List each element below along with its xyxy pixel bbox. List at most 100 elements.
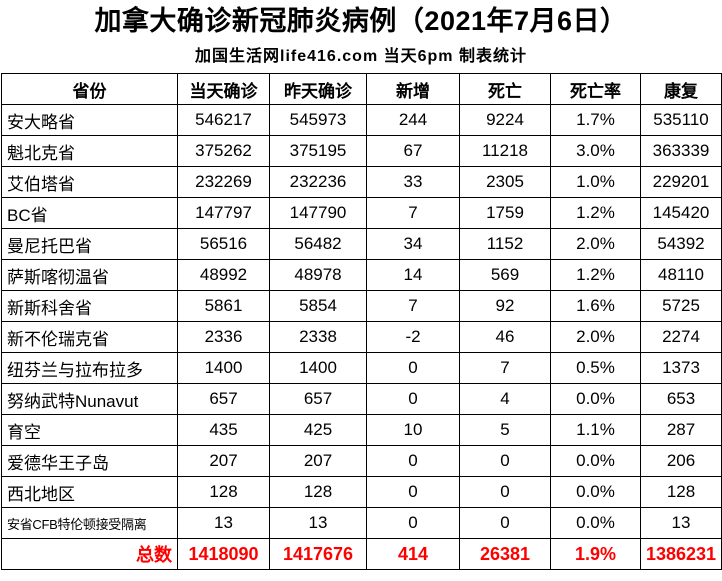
- cell-deaths: 46: [459, 321, 551, 353]
- cell-yesterday-confirmed: 375195: [269, 135, 367, 167]
- table-row-manitoba: 曼尼托巴省 56516 56482 34 1152 2.0% 54392: [1, 228, 722, 260]
- total-label: 总数: [1, 538, 178, 570]
- cell-deaths: 4: [459, 383, 551, 415]
- cell-new-cases: 14: [366, 259, 460, 291]
- cell-yesterday-confirmed: 147790: [269, 197, 367, 229]
- cell-deaths: 9224: [459, 104, 551, 136]
- cell-deaths: 7: [459, 352, 551, 384]
- table-row-bc: BC省 147797 147790 7 1759 1.2% 145420: [1, 197, 722, 229]
- table-row-nunavut: 努纳武特Nunavut 657 657 0 4 0.0% 653: [1, 383, 722, 415]
- cell-recovered: 1373: [640, 352, 722, 384]
- cell-recovered: 13: [640, 507, 722, 539]
- cell-recovered: 128: [640, 476, 722, 508]
- cell-recovered: 535110: [640, 104, 722, 136]
- cell-deaths: 1759: [459, 197, 551, 229]
- cell-recovered: 653: [640, 383, 722, 415]
- cell-recovered: 5725: [640, 290, 722, 322]
- table-row-pei: 爱德华王子岛 207 207 0 0 0.0% 206: [1, 445, 722, 477]
- cell-province: 育空: [1, 414, 178, 446]
- cell-new-cases: 0: [366, 383, 460, 415]
- cell-province: 新斯科舍省: [1, 290, 178, 322]
- cell-recovered: 54392: [640, 228, 722, 260]
- cell-new-cases: 0: [366, 507, 460, 539]
- cell-recovered: 206: [640, 445, 722, 477]
- cell-death-rate: 0.0%: [550, 383, 641, 415]
- covid-cases-table: 省份 当天确诊 昨天确诊 新增 死亡 死亡率 康复 安大略省 546217 54…: [1, 73, 722, 570]
- total-today-confirmed: 1418090: [177, 538, 270, 570]
- cell-death-rate: 1.7%: [550, 104, 641, 136]
- cell-today-confirmed: 5861: [177, 290, 270, 322]
- cell-death-rate: 0.0%: [550, 445, 641, 477]
- cell-province: 西北地区: [1, 476, 178, 508]
- table-row-cfb-trenton-quarantine: 安省CFB特伦顿接受隔离 13 13 0 0 0.0% 13: [1, 507, 722, 539]
- cell-today-confirmed: 207: [177, 445, 270, 477]
- cell-yesterday-confirmed: 48978: [269, 259, 367, 291]
- cell-death-rate: 1.0%: [550, 166, 641, 198]
- subtitle: 加国生活网life416.com 当天6pm 制表统计: [195, 48, 527, 65]
- table-row-ontario: 安大略省 546217 545973 244 9224 1.7% 535110: [1, 104, 722, 136]
- cell-new-cases: 34: [366, 228, 460, 260]
- cell-today-confirmed: 1400: [177, 352, 270, 384]
- cell-death-rate: 3.0%: [550, 135, 641, 167]
- cell-deaths: 0: [459, 445, 551, 477]
- cell-province: 魁北克省: [1, 135, 178, 167]
- cell-province: 努纳武特Nunavut: [1, 383, 178, 415]
- cell-deaths: 2305: [459, 166, 551, 198]
- cell-death-rate: 2.0%: [550, 228, 641, 260]
- cell-recovered: 287: [640, 414, 722, 446]
- cell-new-cases: 67: [366, 135, 460, 167]
- cell-death-rate: 1.2%: [550, 259, 641, 291]
- cell-province: 安省CFB特伦顿接受隔离: [1, 507, 178, 539]
- cell-new-cases: 7: [366, 290, 460, 322]
- total-deaths: 26381: [459, 538, 551, 570]
- page-title: 加拿大确诊新冠肺炎病例（2021年7月6日）: [94, 6, 628, 36]
- cell-today-confirmed: 375262: [177, 135, 270, 167]
- column-header-recovered: 康复: [640, 73, 722, 105]
- column-header-yesterday-confirmed: 昨天确诊: [269, 73, 367, 105]
- cell-death-rate: 2.0%: [550, 321, 641, 353]
- cell-deaths: 0: [459, 476, 551, 508]
- column-header-province: 省份: [1, 73, 178, 105]
- column-header-new-cases: 新增: [366, 73, 460, 105]
- cell-yesterday-confirmed: 56482: [269, 228, 367, 260]
- cell-new-cases: 10: [366, 414, 460, 446]
- cell-new-cases: 0: [366, 352, 460, 384]
- cell-recovered: 363339: [640, 135, 722, 167]
- cell-death-rate: 0.0%: [550, 476, 641, 508]
- column-header-deaths: 死亡: [459, 73, 551, 105]
- cell-today-confirmed: 56516: [177, 228, 270, 260]
- cell-new-cases: -2: [366, 321, 460, 353]
- table-row-quebec: 魁北克省 375262 375195 67 11218 3.0% 363339: [1, 135, 722, 167]
- table-row-alberta: 艾伯塔省 232269 232236 33 2305 1.0% 229201: [1, 166, 722, 198]
- cell-yesterday-confirmed: 1400: [269, 352, 367, 384]
- cell-yesterday-confirmed: 13: [269, 507, 367, 539]
- cell-today-confirmed: 657: [177, 383, 270, 415]
- cell-today-confirmed: 2336: [177, 321, 270, 353]
- cell-province: 安大略省: [1, 104, 178, 136]
- cell-death-rate: 0.0%: [550, 507, 641, 539]
- total-new-cases: 414: [366, 538, 460, 570]
- table-row-northwest-territories: 西北地区 128 128 0 0 0.0% 128: [1, 476, 722, 508]
- cell-new-cases: 33: [366, 166, 460, 198]
- cell-yesterday-confirmed: 425: [269, 414, 367, 446]
- table-row-yukon: 育空 435 425 10 5 1.1% 287: [1, 414, 722, 446]
- cell-deaths: 11218: [459, 135, 551, 167]
- cell-new-cases: 244: [366, 104, 460, 136]
- cell-recovered: 145420: [640, 197, 722, 229]
- cell-death-rate: 1.1%: [550, 414, 641, 446]
- cell-today-confirmed: 13: [177, 507, 270, 539]
- cell-deaths: 1152: [459, 228, 551, 260]
- cell-province: BC省: [1, 197, 178, 229]
- cell-deaths: 0: [459, 507, 551, 539]
- cell-province: 新不伦瑞克省: [1, 321, 178, 353]
- cell-today-confirmed: 48992: [177, 259, 270, 291]
- cell-yesterday-confirmed: 545973: [269, 104, 367, 136]
- cell-new-cases: 0: [366, 445, 460, 477]
- cell-today-confirmed: 435: [177, 414, 270, 446]
- cell-death-rate: 0.5%: [550, 352, 641, 384]
- cell-new-cases: 0: [366, 476, 460, 508]
- cell-death-rate: 1.2%: [550, 197, 641, 229]
- cell-new-cases: 7: [366, 197, 460, 229]
- cell-death-rate: 1.6%: [550, 290, 641, 322]
